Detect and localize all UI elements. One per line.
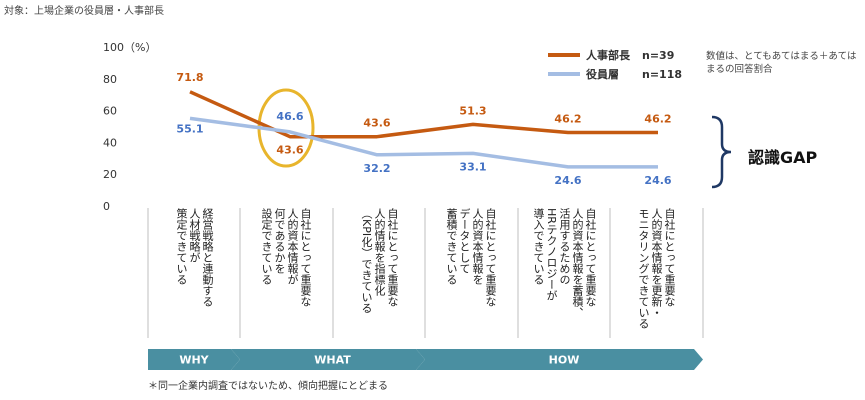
hr-data-label: 46.2 [554, 113, 581, 126]
category-label: 自社にとって重要な 人的情報を指標化 （KPI化）できている [333, 208, 417, 336]
category-label-line: 自社にとって重要な [484, 208, 497, 307]
value-note: 数値は、とてもあてはまる＋あてはまるの回答割合 [706, 51, 857, 75]
category-label-line: 人材戦略が [188, 208, 201, 263]
y-tick-label: 20 [103, 168, 117, 181]
hr-data-label: 51.3 [459, 104, 486, 117]
hr-data-label: 71.8 [176, 71, 203, 84]
category-label-line: 人的情報を指標化 [373, 208, 386, 296]
category-label-line: HRテクノロジーが [545, 208, 558, 301]
category-label-line: モニタリングできている [637, 208, 650, 329]
exec-data-label: 33.1 [459, 160, 486, 173]
exec-data-label: 46.6 [276, 110, 303, 123]
exec-data-label: 55.1 [176, 122, 203, 135]
exec-series-line [189, 116, 658, 169]
phase-arrow-what [231, 349, 425, 370]
y-tick-label: 60 [103, 105, 117, 118]
category-label-line: 自社にとって重要な [584, 208, 597, 307]
phase-arrow-how [416, 349, 703, 370]
category-label: 自社にとって重要な 人的資本情報を蓄積、 活用するための HRテクノロジーが 導入できて… [518, 208, 602, 336]
category-label-line: 活用するための [558, 208, 571, 285]
y-tick-label: 40 [103, 136, 117, 149]
y-tick-label: 0 [103, 200, 110, 213]
category-label-line: 人的資本情報を蓄積、 [571, 208, 584, 318]
category-label-line: 何であるかを [273, 208, 286, 274]
category-label-line: 自社にとって重要な [663, 208, 676, 307]
y-tick-label: 100（%） [103, 41, 156, 54]
exec-data-label: 32.2 [363, 162, 390, 175]
subject-label: 対象：上場企業の役員層・人事部長 [4, 6, 164, 17]
phase-label-what: WHAT [314, 354, 351, 367]
category-label-line: 経営戦略と連動する [201, 208, 214, 307]
category-label-line: （KPI化）できている [360, 208, 373, 314]
category-label-line: 人的資本情報を更新・ [650, 208, 663, 318]
category-label-line: 自社にとって重要な [299, 208, 312, 307]
category-label-line: 人的資本情報を [471, 208, 484, 285]
exec-data-label: 24.6 [554, 174, 581, 187]
legend-label-hr: 人事部長 [586, 48, 631, 62]
category-label-line: 策定できている [175, 208, 188, 285]
phase-label-why: WHY [179, 354, 209, 367]
category-label: 経営戦略と連動する 人材戦略が 策定できている [148, 208, 232, 336]
y-tick-label: 80 [103, 73, 117, 86]
category-label-line: データとして [458, 208, 471, 274]
gap-label: 認識GAP [748, 148, 818, 167]
legend-n-exec: n=118 [642, 68, 682, 81]
phase-arrow-why [148, 349, 240, 370]
legend-label-exec: 役員層 [585, 67, 619, 81]
category-label-line: 導入できている [532, 208, 545, 285]
hr-data-label: 43.6 [276, 144, 303, 157]
exec-data-label: 24.6 [644, 174, 671, 187]
phase-label-how: HOW [549, 354, 580, 367]
category-label-line: 自社にとって重要な [386, 208, 399, 307]
category-label: 自社にとって重要な 人的資本情報を更新・ モニタリングできている [610, 208, 694, 336]
legend-n-hr: n=39 [642, 49, 674, 62]
category-label-line: 蓄積できている [445, 208, 458, 285]
category-label: 自社にとって重要な 人的資本情報が 何であるかを 設定できている [240, 208, 324, 336]
category-label-line: 人的資本情報が [286, 208, 299, 285]
hr-data-label: 43.6 [363, 117, 390, 130]
footnote: ＊同一企業内調査ではないため、傾向把握にとどまる [148, 381, 388, 392]
hr-data-label: 46.2 [644, 113, 671, 126]
category-label: 自社にとって重要な 人的資本情報を データとして 蓄積できている [425, 208, 509, 336]
gap-brace [711, 115, 732, 189]
category-label-line: 設定できている [260, 208, 273, 285]
